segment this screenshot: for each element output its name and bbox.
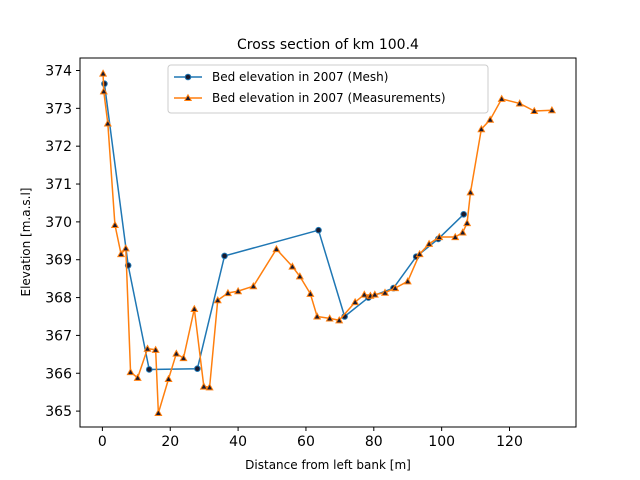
- data-point: [515, 99, 524, 107]
- data-point: [415, 249, 424, 258]
- data-point: [466, 188, 475, 196]
- x-tick-label: 60: [297, 434, 315, 450]
- data-point: [110, 220, 119, 228]
- legend-label: Bed elevation in 2007 (Mesh): [212, 70, 388, 84]
- data-point: [451, 232, 460, 241]
- y-tick-label: 371: [45, 177, 72, 193]
- data-point: [460, 211, 468, 218]
- data-point: [172, 349, 181, 357]
- x-tick-label: 0: [98, 434, 107, 450]
- data-point: [351, 297, 360, 306]
- axes-frame: [79, 57, 577, 428]
- data-point: [249, 281, 258, 290]
- legend-marker: [184, 73, 192, 81]
- data-point: [313, 312, 322, 320]
- data-point: [463, 218, 472, 227]
- data-point: [145, 366, 153, 373]
- data-point: [151, 345, 160, 353]
- y-tick-label: 366: [45, 366, 72, 382]
- data-point: [380, 288, 390, 296]
- data-point: [99, 87, 108, 95]
- y-tick-label: 374: [45, 63, 72, 79]
- legend-box: [167, 64, 489, 114]
- y-tick-label: 373: [45, 101, 72, 117]
- data-point: [164, 374, 173, 382]
- data-point: [205, 383, 214, 391]
- data-point: [234, 286, 243, 295]
- data-point: [133, 373, 142, 381]
- plot-area: [99, 69, 556, 417]
- data-point: [154, 408, 163, 417]
- y-tick-label: 369: [45, 253, 72, 269]
- data-point: [497, 94, 506, 102]
- data-point: [199, 382, 208, 390]
- legend-marker: [183, 93, 193, 102]
- x-tick-label: 100: [428, 434, 455, 450]
- x-tick-label: 80: [365, 434, 383, 450]
- y-axis: 365 366 367 368 369 370 371 372 373 374: [45, 63, 80, 420]
- data-point: [435, 232, 444, 241]
- data-point: [272, 244, 281, 253]
- data-point: [213, 295, 222, 304]
- data-point: [103, 119, 112, 127]
- x-tick-label: 120: [496, 434, 523, 450]
- y-tick-label: 367: [45, 328, 72, 344]
- y-tick-label: 365: [45, 404, 72, 420]
- y-tick-label: 370: [45, 215, 72, 231]
- data-point: [530, 106, 539, 115]
- data-point: [295, 272, 304, 280]
- data-point: [194, 365, 201, 373]
- legend: Bed elevation in 2007 (Mesh) Bed elevatio…: [167, 64, 489, 114]
- data-point: [117, 249, 126, 258]
- data-point: [221, 252, 228, 260]
- data-point: [391, 283, 400, 292]
- data-point: [425, 239, 434, 247]
- x-axis-label: Distance from left bank [m]: [245, 458, 411, 472]
- data-point: [486, 115, 495, 123]
- data-point: [288, 262, 297, 270]
- y-axis-label: Elevation [m.a.s.l]: [19, 188, 33, 297]
- data-point: [477, 124, 486, 133]
- data-point: [179, 353, 188, 362]
- x-axis: 0 20 40 60 80 100 120: [98, 427, 523, 450]
- data-point: [315, 226, 322, 234]
- data-point: [126, 367, 135, 376]
- y-tick-label: 368: [45, 291, 72, 307]
- data-point: [306, 289, 315, 297]
- data-point: [99, 69, 108, 77]
- legend-label: Bed elevation in 2007 (Measurements): [212, 91, 446, 105]
- data-point: [360, 290, 369, 298]
- data-point: [547, 105, 556, 114]
- data-point: [190, 304, 199, 312]
- data-point: [458, 228, 467, 236]
- data-point: [223, 288, 232, 297]
- chart-title: Cross section of km 100.4: [237, 37, 419, 53]
- series-measurements: [99, 69, 556, 417]
- data-point: [325, 314, 334, 322]
- data-point: [403, 277, 412, 285]
- x-tick-label: 20: [161, 434, 179, 450]
- y-tick-label: 372: [45, 139, 72, 155]
- data-point: [101, 80, 108, 88]
- data-point: [335, 316, 344, 324]
- data-point: [370, 290, 379, 298]
- x-tick-label: 40: [229, 434, 247, 450]
- data-point: [143, 344, 152, 352]
- data-point: [121, 244, 130, 252]
